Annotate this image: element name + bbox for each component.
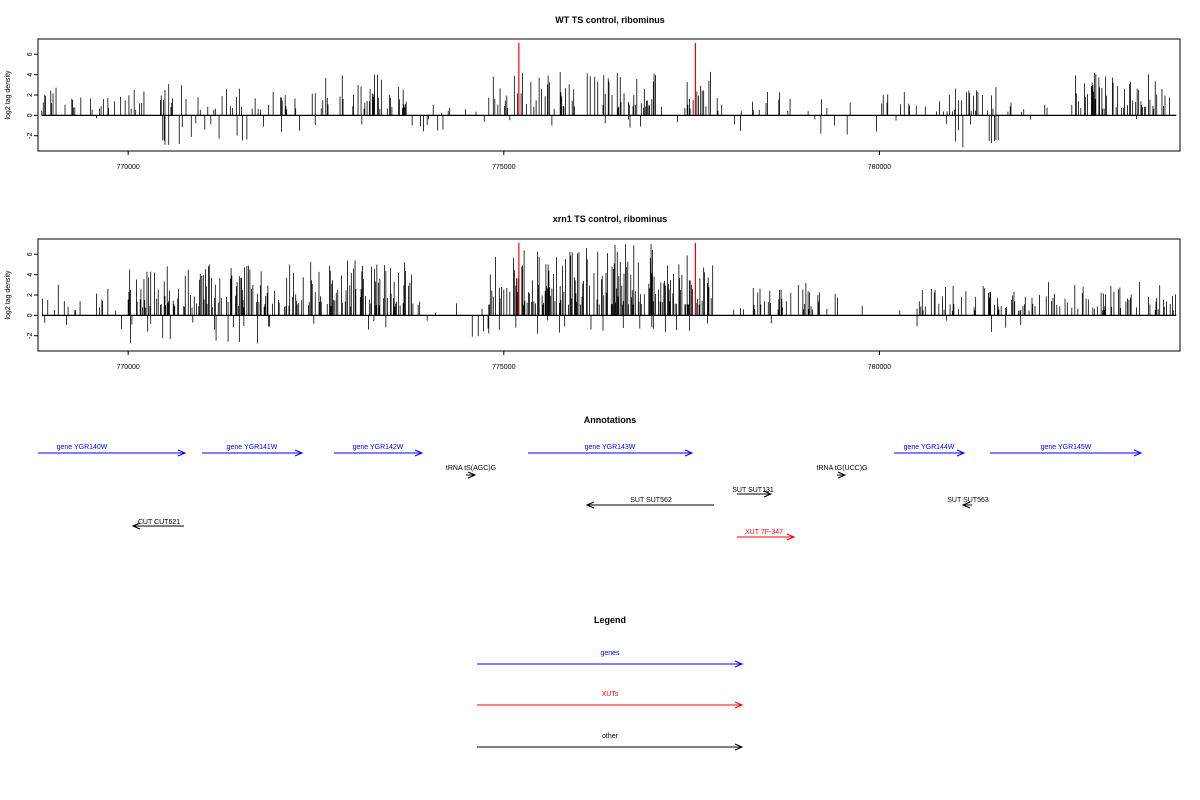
- x-tick-label: 780000: [868, 364, 891, 371]
- x-axis: 770000 775000 780000: [116, 151, 891, 171]
- panel-title: xrn1 TS control, ribominus: [553, 214, 668, 224]
- x-tick-label: 770000: [116, 364, 139, 371]
- y-tick-label: 0: [27, 313, 34, 317]
- density-bars: [41, 71, 1170, 148]
- annotation-arrow: SUT SUT562: [585, 497, 714, 509]
- legend-item: other: [477, 733, 744, 751]
- annotation-label: gene YGR141W: [227, 444, 278, 451]
- annotation-label: SUT SUT563: [947, 497, 989, 504]
- panel-title: WT TS control, ribominus: [555, 15, 665, 25]
- annotation-label: CUT CUT621: [138, 519, 180, 526]
- legend-title: Legend: [594, 615, 626, 625]
- y-axis-label: log2 tag density: [5, 70, 12, 120]
- legend-panel: Legend genes XUTs other: [477, 615, 744, 751]
- highlight-lines: [518, 43, 697, 116]
- annotation-arrow: tRNA tS(AGC)G: [446, 465, 496, 479]
- annotations-panel: Annotations gene YGR140W gene YGR141W gene…: [38, 415, 1143, 541]
- y-tick-label: -2: [27, 333, 34, 339]
- highlight-lines: [518, 243, 697, 316]
- annotation-arrow: SUT SUT563: [947, 497, 989, 509]
- annotation-arrow: gene YGR143W: [528, 444, 694, 457]
- x-tick-label: 775000: [492, 164, 515, 171]
- annotation-label: gene YGR140W: [57, 444, 108, 451]
- y-axis: -2 0 2 4 6: [27, 52, 38, 139]
- y-tick-label: 6: [27, 52, 34, 56]
- annotation-label: tRNA tG(UCC)G: [817, 465, 868, 472]
- legend-label: XUTs: [602, 691, 619, 698]
- x-tick-label: 775000: [492, 364, 515, 371]
- annotation-tracks: gene YGR140W gene YGR141W gene YGR142W tRNA…: [38, 444, 1143, 541]
- annotation-arrow: gene YGR140W: [38, 444, 187, 457]
- annotation-arrow: tRNA tG(UCC)G: [817, 465, 868, 479]
- annotation-arrow: gene YGR145W: [990, 444, 1143, 457]
- density-bars: [42, 244, 1176, 344]
- x-tick-label: 780000: [868, 164, 891, 171]
- y-tick-label: 2: [27, 293, 34, 297]
- annotation-label: tRNA tS(AGC)G: [446, 465, 496, 472]
- annotation-arrow: gene YGR141W: [202, 444, 304, 457]
- legend-label: other: [602, 733, 619, 740]
- panel-wt: WT TS control, ribominus log2 tag densit…: [5, 15, 1181, 171]
- legend-label: genes: [600, 650, 620, 657]
- y-axis-label: log2 tag density: [5, 270, 12, 320]
- annotation-label: SUT SUT131: [732, 487, 774, 494]
- y-tick-label: 2: [27, 93, 34, 97]
- y-tick-label: 4: [27, 273, 34, 277]
- annotation-arrow: gene YGR144W: [894, 444, 966, 457]
- y-tick-label: 6: [27, 252, 34, 256]
- y-tick-label: 0: [27, 113, 34, 117]
- x-tick-label: 770000: [116, 164, 139, 171]
- y-axis: -2 0 2 4 6: [27, 252, 38, 339]
- panel-xrn1: xrn1 TS control, ribominus log2 tag dens…: [5, 214, 1181, 371]
- annotation-arrow: gene YGR142W: [334, 444, 424, 457]
- annotation-label: gene YGR144W: [904, 444, 955, 451]
- legend-item: XUTs: [477, 691, 744, 709]
- y-tick-label: 4: [27, 73, 34, 77]
- annotation-arrow: XUT 7F-347: [737, 529, 796, 541]
- annotation-label: XUT 7F-347: [745, 529, 783, 536]
- annotation-arrow: CUT CUT621: [131, 519, 184, 530]
- legend-items: genes XUTs other: [477, 650, 744, 751]
- annotations-title: Annotations: [584, 415, 637, 425]
- x-axis: 770000 775000 780000: [116, 351, 891, 371]
- legend-item: genes: [477, 650, 744, 668]
- annotation-label: gene YGR143W: [585, 444, 636, 451]
- y-tick-label: -2: [27, 133, 34, 139]
- annotation-label: gene YGR142W: [353, 444, 404, 451]
- annotation-label: gene YGR145W: [1041, 444, 1092, 451]
- annotation-arrow: SUT SUT131: [732, 487, 774, 498]
- annotation-label: SUT SUT562: [630, 497, 672, 504]
